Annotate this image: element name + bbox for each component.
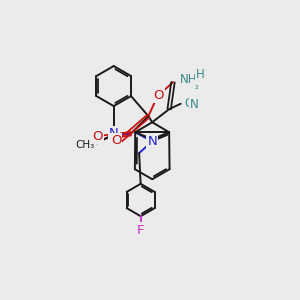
Text: O: O	[153, 89, 164, 102]
Text: methyl: methyl	[93, 144, 98, 145]
Text: O: O	[111, 134, 121, 147]
Text: NH: NH	[180, 74, 197, 86]
Text: C: C	[184, 97, 193, 110]
Text: N: N	[147, 135, 157, 148]
Text: H: H	[196, 68, 204, 81]
Text: CH₃: CH₃	[76, 140, 95, 150]
Text: O: O	[92, 130, 103, 143]
Text: N: N	[109, 127, 118, 140]
Text: N: N	[190, 98, 199, 111]
Text: F: F	[137, 224, 144, 236]
Text: ₂: ₂	[194, 81, 198, 91]
